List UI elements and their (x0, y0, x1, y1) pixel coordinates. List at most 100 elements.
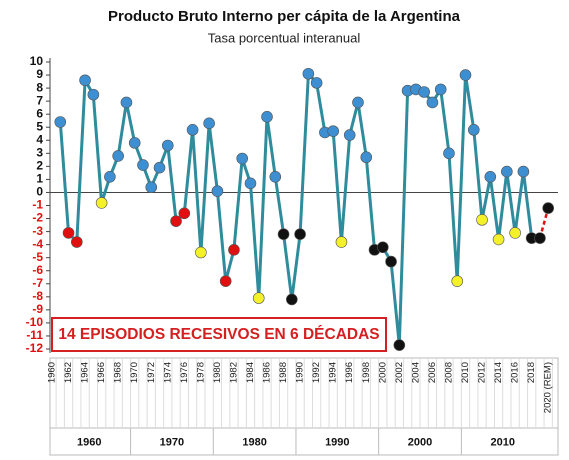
x-tick-label: 2008 (443, 362, 454, 383)
data-point (360, 151, 373, 164)
decade-label: 1970 (160, 436, 184, 448)
x-tick-label: 1974 (162, 362, 173, 383)
data-point (120, 96, 133, 109)
data-point (95, 197, 108, 209)
data-point (302, 67, 315, 80)
data-point (376, 241, 389, 254)
data-point (335, 236, 348, 248)
data-point (327, 125, 339, 137)
data-point (542, 202, 555, 214)
forecast-segment (538, 207, 550, 239)
decade-label: 1960 (77, 436, 101, 448)
data-point (153, 161, 166, 174)
x-tick-label: 1982 (228, 362, 239, 383)
x-tick-label: 1964 (80, 362, 91, 383)
y-tick-label: 6 (36, 106, 43, 120)
y-tick-label: -8 (32, 289, 43, 303)
data-point (71, 236, 83, 248)
x-tick-label: 2004 (410, 362, 421, 383)
x-tick-label: 1994 (328, 362, 339, 383)
y-tick-label: 3 (36, 145, 43, 159)
data-point (244, 177, 257, 190)
decade-label: 1990 (325, 436, 349, 448)
data-point (170, 215, 182, 227)
data-point (492, 233, 505, 246)
y-tick-label: 0 (36, 185, 43, 199)
data-point (286, 293, 298, 306)
x-tick-label: 1968 (113, 362, 124, 383)
x-tick-label: 2010 (460, 362, 471, 383)
data-point (393, 339, 406, 351)
data-point (426, 96, 439, 109)
data-point (236, 152, 249, 165)
data-point (178, 207, 191, 220)
y-tick-label: -9 (32, 302, 43, 316)
annotation-box (51, 317, 387, 352)
y-tick-label: 2 (36, 159, 43, 173)
x-tick-label: 1990 (295, 362, 306, 383)
x-tick-label: 2020 (REM) (543, 362, 554, 413)
x-tick-label: 1988 (278, 362, 289, 383)
x-tick-label: 2018 (526, 362, 537, 383)
y-tick-label: -10 (26, 315, 44, 329)
y-tick-label: 5 (36, 119, 43, 133)
data-point (509, 227, 521, 239)
x-tick-label: 2016 (510, 362, 521, 383)
data-point (418, 86, 430, 98)
y-tick-label: 4 (36, 132, 43, 146)
x-tick-label: 2012 (477, 362, 488, 383)
chart-title: Producto Bruto Interno per cápita de la … (108, 8, 461, 25)
x-tick-label: 1966 (96, 362, 107, 383)
chart-subtitle: Tasa porcentual interanual (208, 30, 361, 45)
data-point (459, 69, 472, 81)
data-point (343, 129, 356, 141)
y-tick-label: 8 (36, 80, 43, 94)
y-tick-label: 9 (36, 67, 43, 81)
data-point (54, 116, 67, 128)
data-point (186, 124, 199, 136)
data-point (352, 96, 364, 109)
y-tick-label: 10 (30, 54, 44, 68)
x-tick-label: 1998 (361, 362, 372, 383)
data-point (87, 88, 100, 101)
decade-label: 2000 (408, 436, 432, 448)
x-tick-label: 1976 (179, 362, 190, 383)
y-tick-label: -2 (32, 211, 43, 225)
x-tick-label: 2006 (427, 362, 438, 383)
y-tick-label: -5 (32, 250, 43, 264)
data-point (112, 150, 124, 162)
data-point (228, 244, 240, 256)
x-tick-label: 2000 (377, 362, 388, 383)
data-point (534, 232, 546, 244)
x-tick-label: 1986 (262, 362, 273, 383)
data-point (501, 165, 513, 178)
x-tick-label: 1972 (146, 362, 157, 383)
decade-label: 1980 (242, 436, 266, 448)
data-point (219, 275, 232, 287)
x-tick-label: 1962 (63, 362, 74, 383)
x-tick-label: 1978 (195, 362, 206, 383)
x-tick-label: 1970 (129, 362, 140, 383)
y-tick-label: 7 (36, 93, 43, 107)
data-point (434, 83, 447, 96)
data-point (211, 185, 224, 197)
y-tick-label: -12 (26, 341, 44, 355)
x-tick-label: 1960 (47, 362, 58, 383)
x-tick-label: 1980 (212, 362, 223, 383)
y-tick-label: -3 (32, 224, 43, 238)
data-point (261, 110, 273, 123)
data-point (252, 292, 265, 304)
data-point (451, 275, 464, 287)
data-point (467, 124, 480, 136)
data-point (476, 214, 488, 226)
series-line (58, 72, 540, 347)
data-point (145, 181, 158, 194)
data-point (277, 228, 290, 240)
data-point (104, 171, 116, 183)
data-point (484, 171, 497, 183)
data-point (385, 255, 397, 268)
x-tick-label: 1992 (311, 362, 322, 383)
data-point (294, 228, 306, 240)
x-tick-label: 2002 (394, 362, 405, 383)
